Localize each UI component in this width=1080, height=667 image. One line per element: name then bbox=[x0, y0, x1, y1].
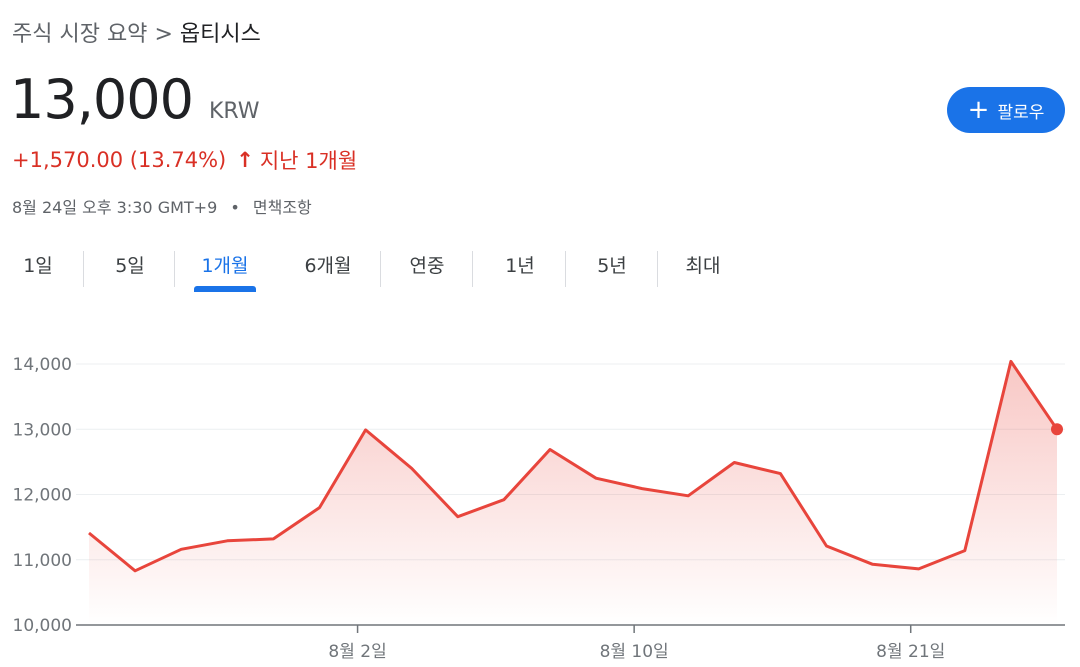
tab-5y[interactable]: 5년 bbox=[597, 255, 627, 277]
meta-dot: • bbox=[230, 198, 240, 217]
tab-1m[interactable]: 1개월 bbox=[201, 255, 249, 277]
tab-6m[interactable]: 6개월 bbox=[304, 255, 352, 277]
currency-code: KRW bbox=[208, 99, 260, 124]
breadcrumb-separator: > bbox=[154, 22, 173, 47]
tab-5d[interactable]: 5일 bbox=[115, 255, 145, 277]
tab-divider bbox=[657, 251, 658, 287]
y-tick-label: 14,000 bbox=[13, 355, 72, 375]
tab-divider bbox=[565, 251, 566, 287]
price-row: 13,000 KRW bbox=[10, 68, 260, 131]
range-tabs: 1일 5일 1개월 6개월 연중 1년 5년 최대 bbox=[0, 246, 740, 294]
tab-max[interactable]: 최대 bbox=[685, 255, 721, 277]
y-tick-label: 10,000 bbox=[13, 616, 72, 636]
follow-button[interactable]: + 팔로우 bbox=[947, 87, 1065, 133]
quote-timestamp: 8월 24일 오후 3:30 GMT+9 bbox=[12, 198, 218, 217]
tab-divider bbox=[174, 251, 175, 287]
tab-divider bbox=[83, 251, 84, 287]
active-tab-indicator bbox=[194, 286, 256, 292]
plus-icon: + bbox=[967, 95, 990, 125]
price-area bbox=[89, 361, 1057, 625]
breadcrumb-parent[interactable]: 주식 시장 요약 bbox=[12, 22, 148, 47]
y-tick-label: 12,000 bbox=[13, 486, 72, 506]
arrow-up-icon: ↑ bbox=[236, 148, 254, 172]
breadcrumb-current: 옵티시스 bbox=[179, 22, 261, 47]
tab-1y[interactable]: 1년 bbox=[505, 255, 535, 277]
change-value: +1,570.00 (13.74%) bbox=[12, 148, 227, 172]
tab-1d[interactable]: 1일 bbox=[23, 255, 53, 277]
y-tick-label: 11,000 bbox=[13, 551, 72, 571]
x-tick-label: 8월 21일 bbox=[876, 642, 945, 662]
tab-divider bbox=[472, 251, 473, 287]
current-price: 13,000 bbox=[10, 68, 194, 131]
price-chart[interactable]: 14,000 13,000 12,000 11,000 10,000 8월 2일 8월 1… bbox=[0, 320, 1080, 667]
disclaimer-link[interactable]: 면책조항 bbox=[252, 198, 312, 217]
breadcrumb: 주식 시장 요약 > 옵티시스 bbox=[12, 16, 261, 48]
quote-meta: 8월 24일 오후 3:30 GMT+9 • 면책조항 bbox=[12, 194, 312, 218]
x-tick-label: 8월 2일 bbox=[328, 642, 386, 662]
price-line bbox=[88, 359, 1059, 573]
x-tick-label: 8월 10일 bbox=[600, 642, 669, 662]
change-period: 지난 1개월 bbox=[259, 149, 358, 173]
tab-ytd[interactable]: 연중 bbox=[409, 255, 445, 277]
tab-divider bbox=[380, 251, 381, 287]
last-price-point bbox=[1051, 423, 1063, 436]
y-tick-label: 13,000 bbox=[13, 420, 72, 440]
price-change: +1,570.00 (13.74%) ↑ 지난 1개월 bbox=[12, 145, 357, 175]
follow-label: 팔로우 bbox=[997, 102, 1045, 123]
